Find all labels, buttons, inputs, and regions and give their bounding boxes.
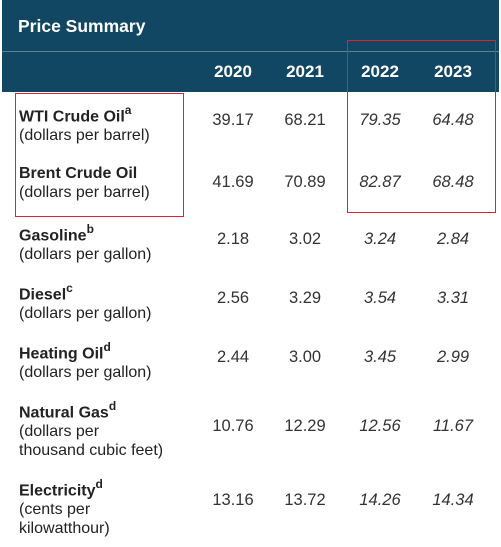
- value-2023: 64.48: [432, 111, 474, 129]
- value-2021: 12.29: [284, 417, 326, 435]
- value-2021: 13.72: [284, 491, 326, 509]
- unit-label: (dollars per barrel): [19, 127, 150, 145]
- unit-label: (dollars per gallon): [19, 246, 152, 264]
- unit-label: (dollars per barrel): [19, 184, 150, 201]
- value-2022: 12.56: [359, 417, 401, 435]
- unit-label: (cents per: [19, 501, 91, 519]
- unit-label: (dollars per: [19, 423, 100, 441]
- unit-label-line-2: kilowatthour): [19, 520, 110, 538]
- table-title: Price Summary: [2, 0, 499, 52]
- value-2022: 3.45: [363, 348, 397, 366]
- row-label: Natural Gasd (dollars per thousand cubic…: [19, 398, 163, 460]
- unit-label-line-2: thousand cubic feet): [19, 442, 164, 460]
- price-summary-table: Price Summary 2020 2021 2022 2023 WTI Cr…: [2, 0, 499, 537]
- product-name: Natural Gas: [19, 404, 109, 422]
- value-2020: 41.69: [212, 173, 254, 191]
- value-2021: 3.02: [288, 230, 322, 248]
- value-2020: 2.18: [216, 230, 250, 248]
- footnote-mark: d: [95, 477, 103, 491]
- value-2021: 70.89: [284, 173, 326, 191]
- value-2020: 13.16: [212, 491, 254, 509]
- value-2021: 68.21: [284, 111, 326, 129]
- year-header-2021: 2021: [286, 62, 324, 81]
- value-2022: 82.87: [359, 173, 401, 191]
- year-header-2022: 2022: [361, 62, 399, 81]
- value-2023: 2.84: [436, 230, 470, 248]
- value-2020: 10.76: [212, 417, 254, 435]
- footnote-mark: b: [86, 222, 94, 236]
- value-2022: 79.35: [359, 111, 401, 129]
- product-name: Gasoline: [19, 227, 87, 245]
- row-label: Brent Crude Oil (dollars per barrel): [19, 164, 150, 202]
- product-name: Heating Oil: [19, 345, 104, 363]
- value-2020: 39.17: [212, 111, 254, 129]
- footnote-mark: a: [124, 103, 132, 117]
- value-2022: 3.54: [363, 289, 397, 307]
- value-2021: 3.29: [288, 289, 322, 307]
- value-2020: 2.44: [216, 348, 250, 366]
- value-2021: 3.00: [288, 348, 322, 366]
- product-name: Electricity: [19, 482, 96, 500]
- value-2023: 3.31: [436, 289, 470, 307]
- product-name: Brent Crude Oil: [19, 165, 138, 182]
- year-header-2020: 2020: [214, 62, 252, 81]
- value-2022: 3.24: [363, 230, 397, 248]
- value-2022: 14.26: [359, 491, 401, 509]
- product-name: WTI Crude Oil: [19, 108, 125, 126]
- year-header-row: 2020 2021 2022 2023: [2, 52, 499, 92]
- value-2023: 11.67: [432, 417, 474, 435]
- unit-label: (dollars per gallon): [19, 364, 152, 382]
- row-label: WTI Crude Oila (dollars per barrel): [19, 102, 150, 145]
- row-label: Heating Oild (dollars per gallon): [19, 339, 152, 382]
- row-label: Gasolineb (dollars per gallon): [19, 221, 152, 264]
- value-2020: 2.56: [216, 289, 250, 307]
- footnote-mark: d: [103, 340, 111, 354]
- row-label: Electricityd (cents per kilowatthour): [19, 476, 110, 538]
- value-2023: 68.48: [432, 173, 474, 191]
- product-name: Diesel: [19, 286, 67, 304]
- footnote-mark: c: [66, 281, 73, 295]
- footnote-mark: d: [108, 399, 117, 413]
- value-2023: 14.34: [432, 491, 474, 509]
- value-2023: 2.99: [436, 348, 470, 366]
- unit-label: (dollars per gallon): [19, 305, 152, 323]
- year-header-2023: 2023: [434, 62, 472, 81]
- row-label: Dieselc (dollars per gallon): [19, 280, 152, 323]
